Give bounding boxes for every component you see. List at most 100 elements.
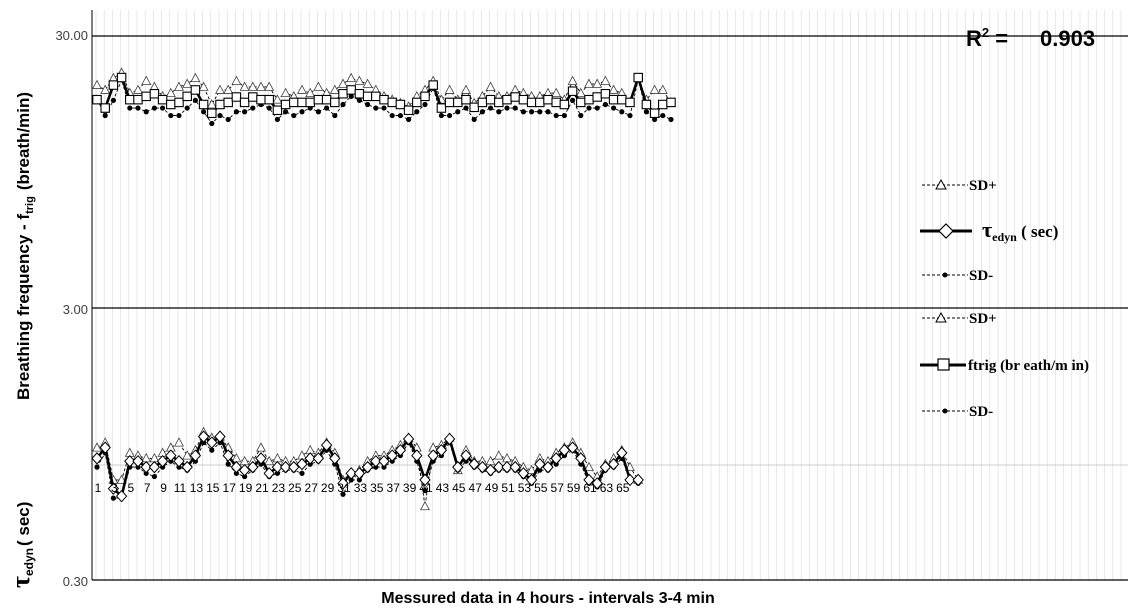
point-ftrig-sd-minus-44 xyxy=(447,112,453,119)
point-ftrig-30 xyxy=(330,97,340,108)
point-tau-1 xyxy=(91,452,103,465)
point-tau-40 xyxy=(411,449,423,462)
series-layer xyxy=(91,67,676,511)
point-ftrig-sd-minus-2 xyxy=(102,112,108,119)
point-ftrig-sd-plus-7 xyxy=(141,75,152,85)
x-tick-label: 55 xyxy=(534,481,548,495)
point-tau-sd-plus-41 xyxy=(420,500,430,511)
x-tick-label: 17 xyxy=(223,481,237,495)
legend-marker-triangle xyxy=(935,311,947,323)
point-ftrig-sd-minus-41 xyxy=(422,101,428,108)
point-ftrig-sd-minus-10 xyxy=(168,112,174,119)
point-tau-3 xyxy=(107,482,120,495)
point-ftrig-sd-minus-57 xyxy=(553,112,559,119)
point-ftrig-59 xyxy=(567,86,578,96)
point-tau-36 xyxy=(378,454,390,468)
point-tau-66 xyxy=(624,473,636,487)
point-ftrig-sd-minus-29 xyxy=(324,105,330,111)
point-ftrig-sd-minus-23 xyxy=(274,116,280,123)
point-ftrig-41 xyxy=(420,91,430,102)
x-tick-label: 57 xyxy=(551,481,565,495)
point-tau-10 xyxy=(165,449,177,462)
point-ftrig-54 xyxy=(526,97,537,108)
series-tau xyxy=(91,430,644,503)
point-ftrig-65 xyxy=(617,94,627,105)
point-tau-sd-minus-1 xyxy=(94,464,100,470)
legend-item-ftrig-sd-plus: SD+ xyxy=(922,311,997,327)
point-tau-62 xyxy=(591,477,603,490)
point-ftrig-sd-minus-22 xyxy=(266,105,272,111)
point-ftrig-sd-minus-60 xyxy=(578,112,584,119)
point-ftrig-8 xyxy=(149,88,160,99)
point-tau-sd-minus-19 xyxy=(242,473,248,480)
point-ftrig-55 xyxy=(535,97,545,108)
point-ftrig-sd-minus-55 xyxy=(537,109,543,115)
x-tick-label: 33 xyxy=(354,481,368,495)
y-tick-label-3: 3.00 xyxy=(63,302,88,317)
x-tick-label: 49 xyxy=(485,481,499,495)
point-tau-56 xyxy=(542,460,554,474)
legend-marker-dot xyxy=(942,408,948,414)
point-ftrig-71 xyxy=(666,97,676,108)
point-tau-sd-plus-12 xyxy=(182,450,193,460)
point-ftrig-49 xyxy=(485,94,496,105)
point-tau-51 xyxy=(501,460,513,474)
point-ftrig-42 xyxy=(428,80,438,90)
point-tau-52 xyxy=(509,460,521,474)
point-tau-sd-plus-49 xyxy=(485,455,496,466)
point-tau-11 xyxy=(173,454,185,468)
point-ftrig-48 xyxy=(477,97,488,108)
point-ftrig-sd-minus-43 xyxy=(438,112,444,119)
point-tau-sd-plus-51 xyxy=(502,453,512,463)
point-ftrig-sd-minus-52 xyxy=(512,105,518,111)
legend-marker-triangle xyxy=(935,178,947,190)
point-tau-61 xyxy=(583,473,595,487)
point-ftrig-sd-plus-23 xyxy=(272,94,283,104)
x-tick-label: 37 xyxy=(387,481,401,495)
y-axis-label-upper-main: Breathing frequency - f xyxy=(14,214,33,400)
point-ftrig-sd-minus-58 xyxy=(561,112,568,119)
point-ftrig-sd-minus-51 xyxy=(504,105,510,111)
point-ftrig-15 xyxy=(207,108,217,118)
legend-marker-square xyxy=(937,358,950,371)
point-ftrig-47 xyxy=(469,102,479,113)
point-tau-49 xyxy=(484,463,497,477)
point-tau-sd-minus-33 xyxy=(356,477,362,483)
point-ftrig-sd-minus-63 xyxy=(602,101,609,108)
point-tau-sd-minus-31 xyxy=(340,491,346,497)
x-tick-label: 31 xyxy=(337,481,351,495)
point-ftrig-sd-plus-44 xyxy=(444,84,455,94)
point-ftrig-sd-plus-18 xyxy=(231,75,242,85)
point-ftrig-46 xyxy=(461,94,471,105)
point-ftrig-sd-plus-46 xyxy=(461,84,471,94)
point-ftrig-sd-minus-9 xyxy=(160,105,166,111)
point-ftrig-sd-plus-17 xyxy=(223,84,234,94)
point-tau-9 xyxy=(156,454,169,468)
point-ftrig-22 xyxy=(264,94,274,105)
point-ftrig-sd-plus-57 xyxy=(551,87,562,98)
point-ftrig-sd-plus-49 xyxy=(485,81,496,91)
y-tick-label-30: 30.00 xyxy=(55,28,88,43)
point-tau-38 xyxy=(394,443,407,457)
point-tau-sd-plus-21 xyxy=(256,442,266,452)
point-tau-30 xyxy=(329,452,341,465)
point-ftrig-sd-minus-70 xyxy=(660,112,666,119)
point-ftrig-sd-plus-61 xyxy=(584,78,594,88)
y-axis-label-lower: τedyn ( sec) xyxy=(6,502,36,588)
x-tick-label: 51 xyxy=(501,481,515,495)
point-ftrig-18 xyxy=(231,92,242,102)
x-tick-label: 59 xyxy=(567,481,581,495)
point-tau-25 xyxy=(288,460,300,474)
point-ftrig-sd-plus-1 xyxy=(92,79,102,89)
point-ftrig-sd-plus-31 xyxy=(338,78,348,88)
point-ftrig-sd-minus-59 xyxy=(570,97,576,103)
point-ftrig-sd-minus-48 xyxy=(479,109,485,115)
point-tau-4 xyxy=(115,489,128,503)
point-ftrig-sd-plus-20 xyxy=(247,81,258,91)
point-ftrig-sd-minus-25 xyxy=(291,112,297,119)
legend-item-tau: τedyn ( sec) xyxy=(920,217,1058,244)
point-tau-sd-minus-41 xyxy=(422,487,428,494)
point-ftrig-sd-plus-12 xyxy=(182,78,193,88)
point-ftrig-58 xyxy=(559,99,570,110)
point-ftrig-43 xyxy=(436,103,447,113)
